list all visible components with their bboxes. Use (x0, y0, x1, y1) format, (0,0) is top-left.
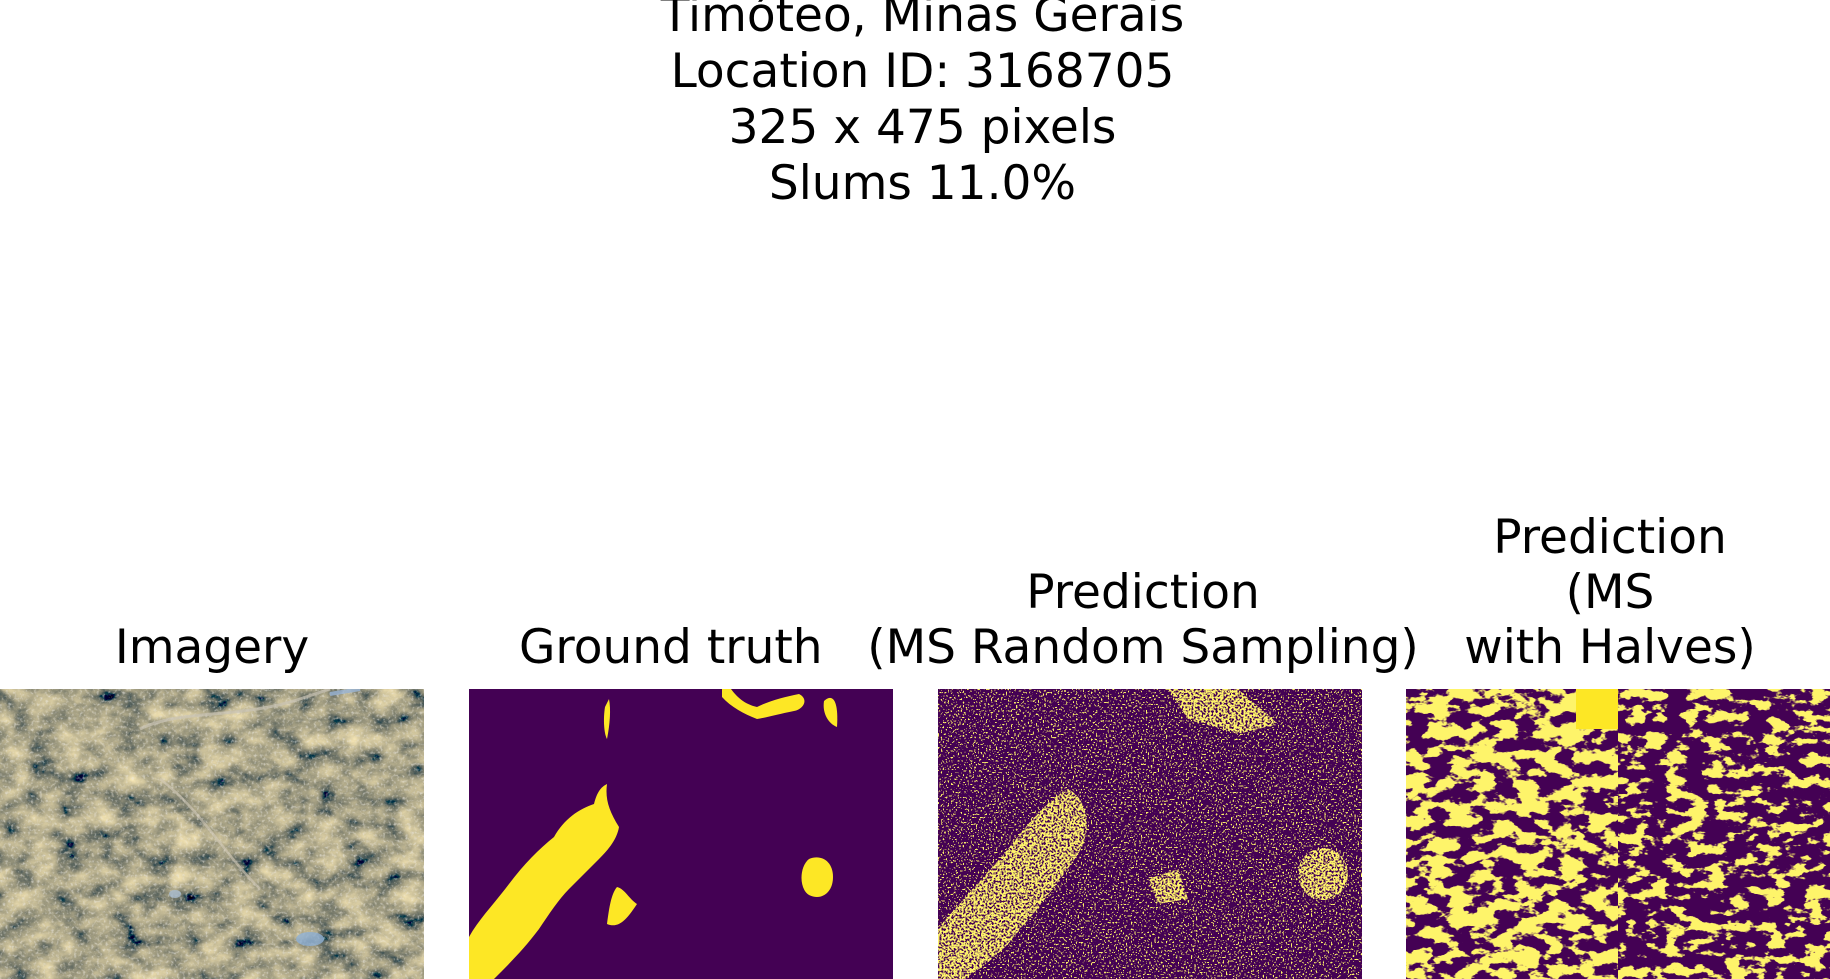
imagery-title: Imagery (114, 620, 310, 675)
prediction-halves-panel (1406, 689, 1830, 979)
location-name: Timóteo, Minas Gerais (660, 0, 1185, 43)
prediction-halves-mask (1406, 689, 1830, 979)
slums-percentage: Slums 11.0% (768, 156, 1077, 211)
prediction-random-panel (938, 689, 1362, 979)
ground-truth-title: Ground truth (519, 620, 823, 675)
image-dimensions: 325 x 475 pixels (728, 100, 1117, 155)
ground-truth-mask (469, 689, 893, 979)
imagery-panel (0, 689, 424, 979)
satellite-image (0, 689, 424, 979)
ground-truth-panel (469, 689, 893, 979)
figure-header: Timóteo, Minas Gerais Location ID: 31687… (0, 0, 1830, 212)
prediction-random-mask (938, 689, 1362, 979)
prediction-halves-title: Prediction (MS with Halves) (1464, 510, 1756, 675)
location-id: Location ID: 3168705 (670, 44, 1175, 99)
prediction-random-title: Prediction (MS Random Sampling) (867, 565, 1419, 675)
